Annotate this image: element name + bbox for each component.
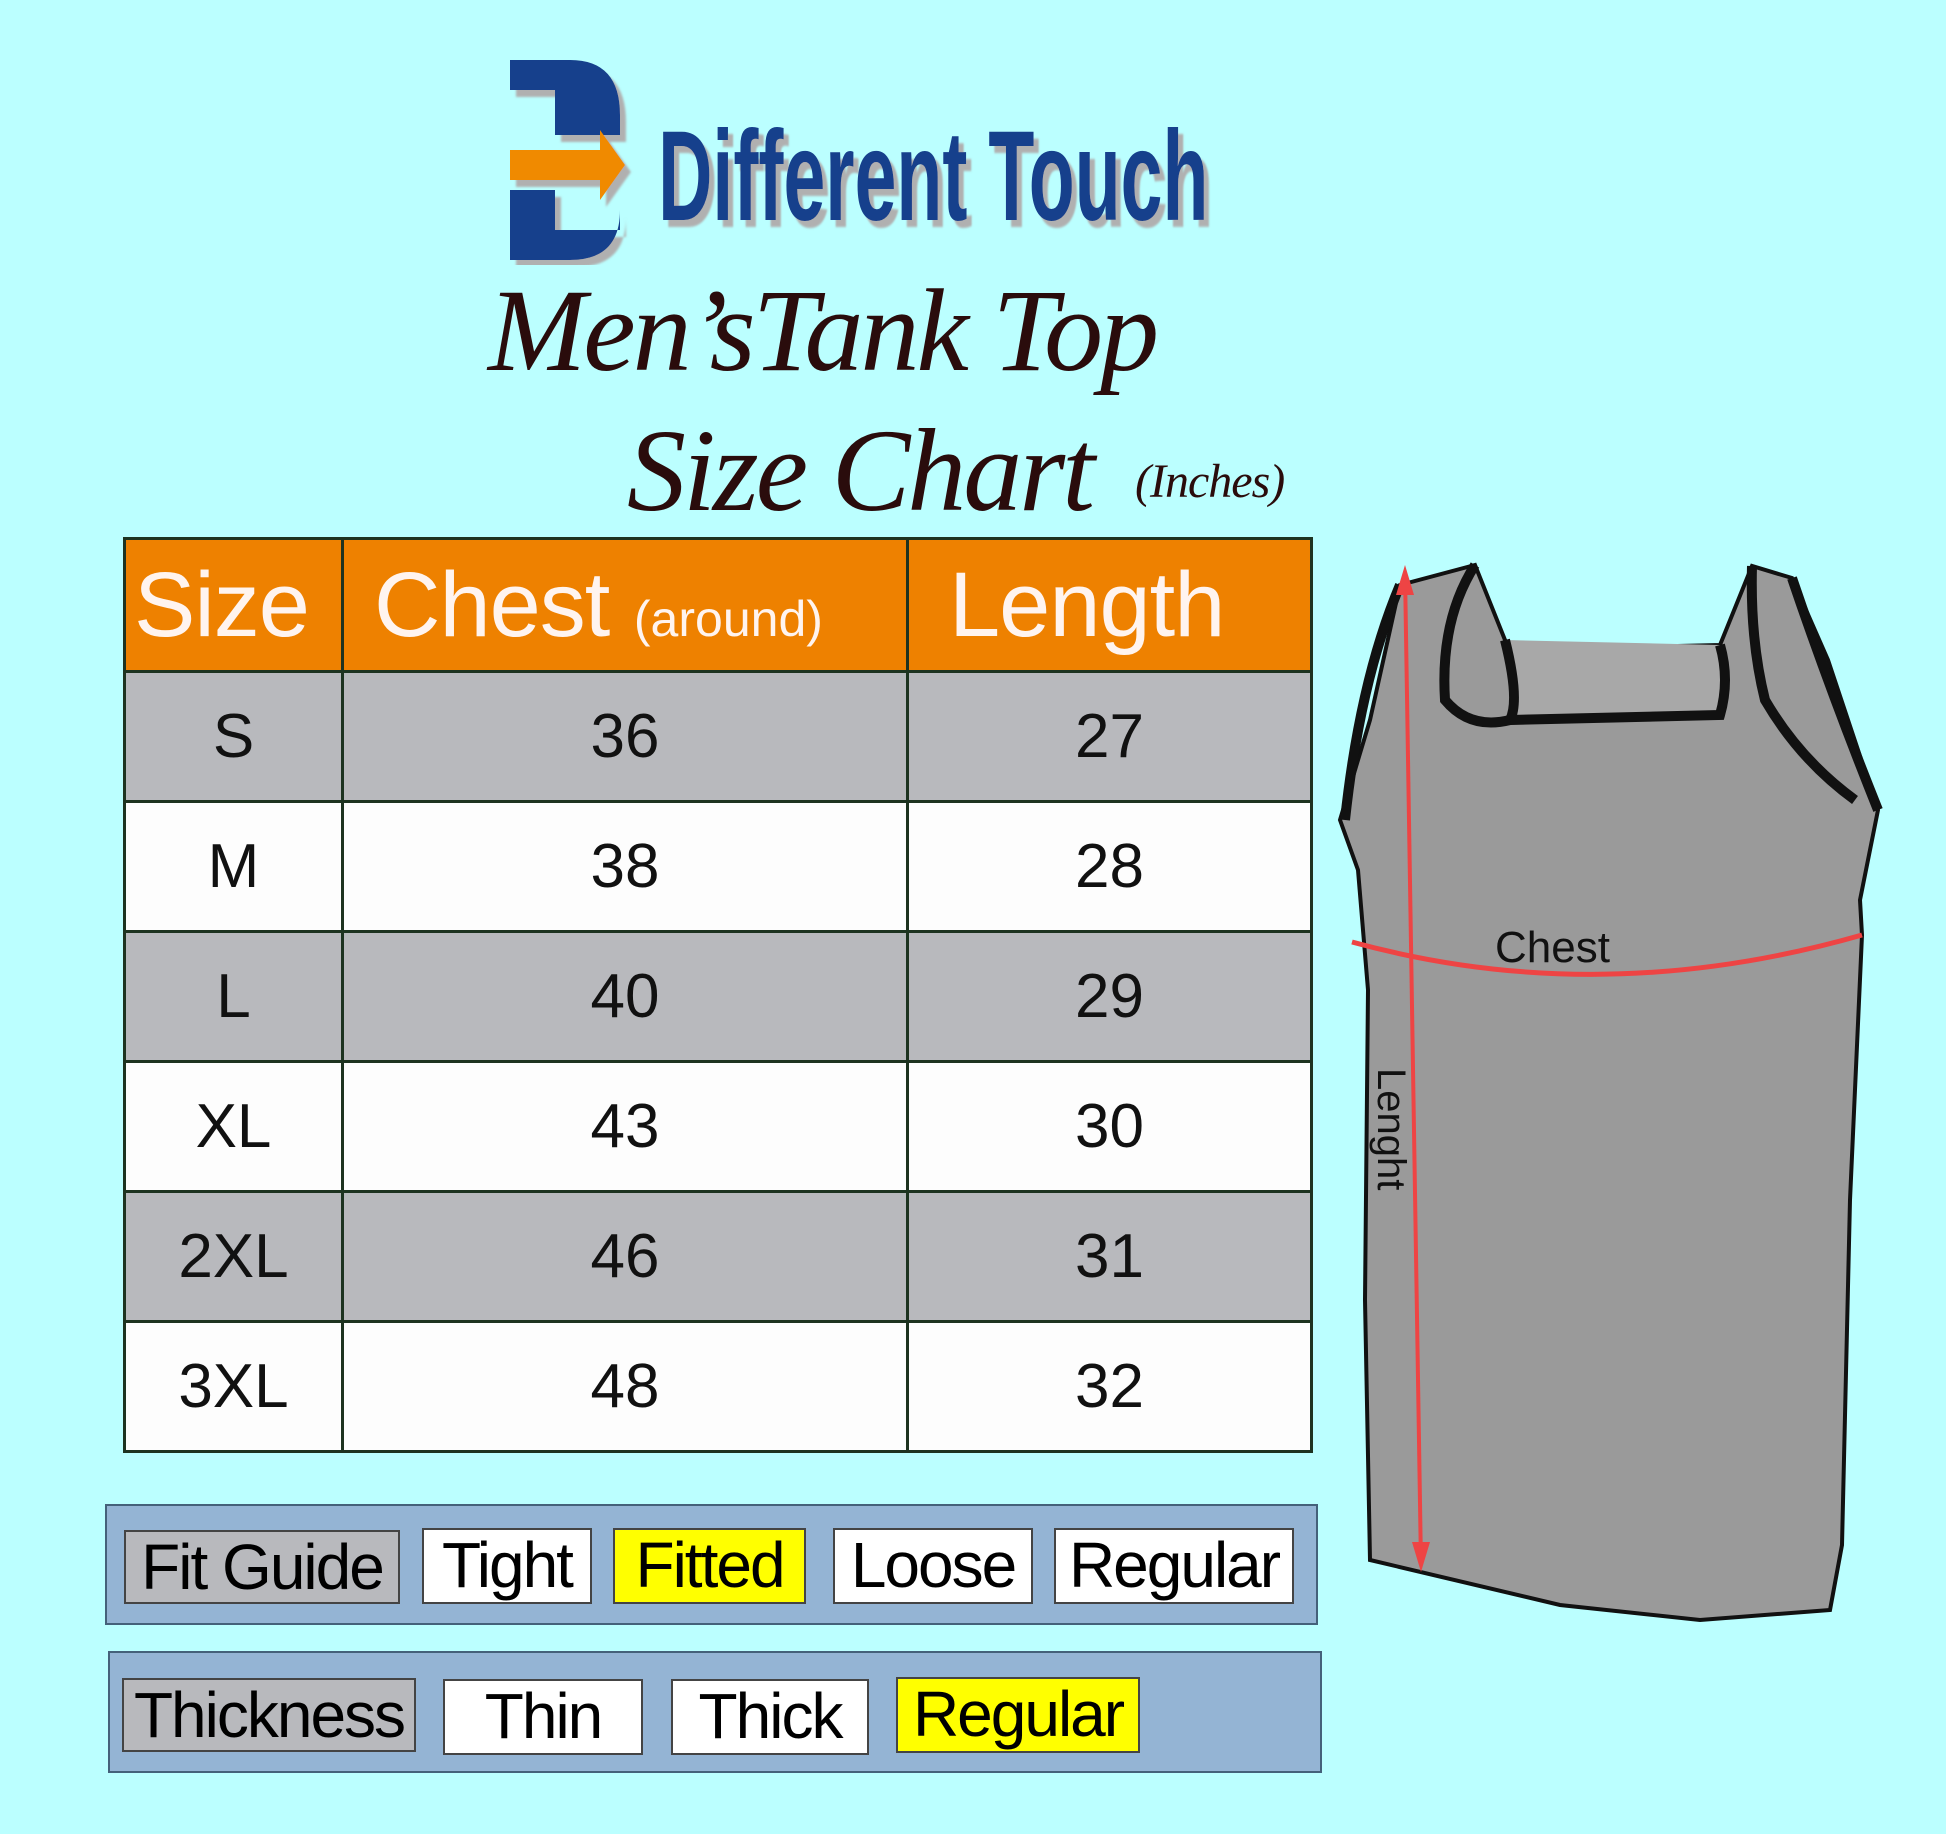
header-size: Size xyxy=(123,537,344,673)
logo-text: Different Touch xyxy=(658,105,1208,248)
product-title: Men’sTank Top xyxy=(488,265,1159,396)
length-label: Lenght xyxy=(1369,1068,1413,1190)
fit-option-tight: Tight xyxy=(422,1528,592,1604)
brand-logo: Different Touch xyxy=(510,60,1208,260)
fit-option-regular: Regular xyxy=(1054,1528,1294,1604)
table-row: 2XL 46 31 xyxy=(123,1190,1313,1323)
table-row: XL 43 30 xyxy=(123,1060,1313,1193)
header-chest: Chest (around) xyxy=(341,537,909,673)
table-row: L 40 29 xyxy=(123,930,1313,1063)
fit-option-fitted: Fitted xyxy=(613,1528,806,1604)
unit-label: (Inches) xyxy=(1135,455,1285,508)
thickness-option-thick: Thick xyxy=(671,1679,869,1755)
chest-label: Chest xyxy=(1495,923,1610,972)
table-row: 3XL 48 32 xyxy=(123,1320,1313,1453)
chart-title: Size Chart xyxy=(627,405,1095,536)
header-length: Length xyxy=(906,537,1313,673)
header-chest-note: (around) xyxy=(633,590,823,647)
arrow-down-icon xyxy=(1412,1542,1430,1572)
table-header: Size Chest (around) Length xyxy=(123,537,1313,673)
table-row: M 38 28 xyxy=(123,800,1313,933)
size-table: Size Chest (around) Length S 36 27 M 38 28 L… xyxy=(123,537,1313,1453)
arrow-up-icon xyxy=(1396,565,1414,595)
fit-guide-label: Fit Guide xyxy=(124,1530,400,1604)
logo-mark-icon xyxy=(510,60,625,260)
thickness-option-regular: Regular xyxy=(896,1677,1140,1753)
fit-option-loose: Loose xyxy=(833,1528,1033,1604)
table-row: S 36 27 xyxy=(123,670,1313,803)
thickness-label: Thickness xyxy=(122,1678,416,1752)
thickness-option-thin: Thin xyxy=(443,1679,643,1755)
